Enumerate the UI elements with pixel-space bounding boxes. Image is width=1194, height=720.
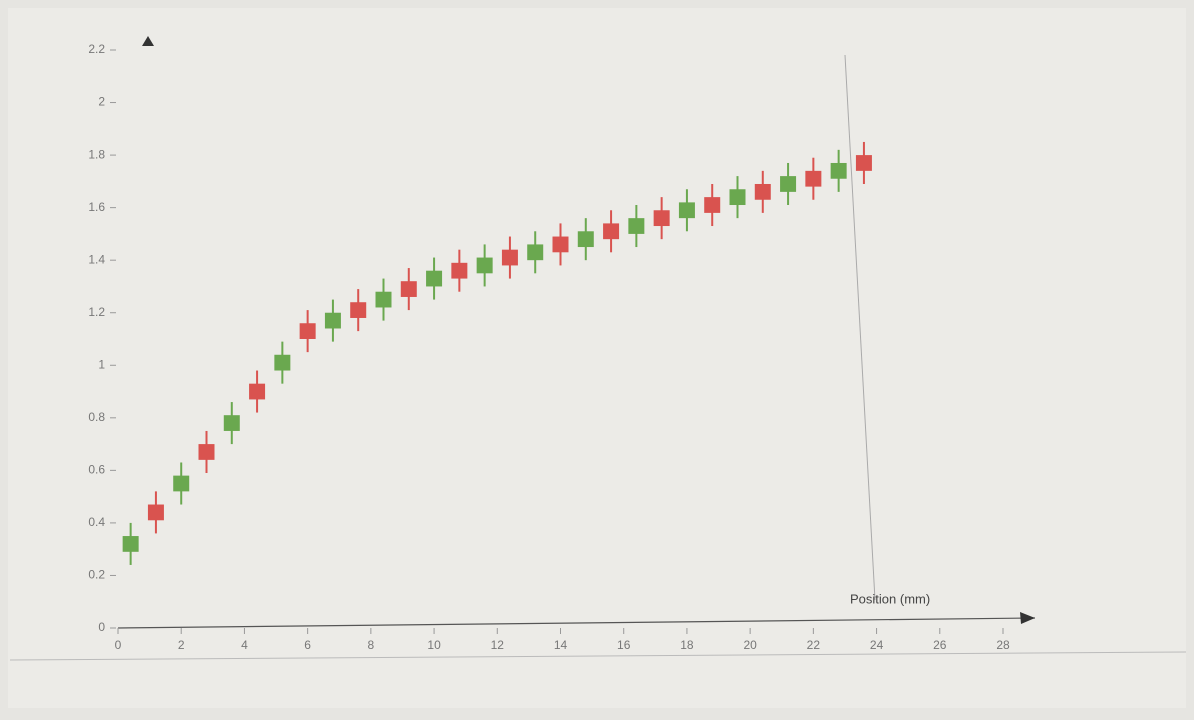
candle-body	[401, 281, 417, 297]
x-tick-label: 16	[617, 638, 631, 652]
y-tick-label: 1.8	[88, 147, 105, 161]
screen	[8, 8, 1186, 708]
y-tick-label: 0	[98, 620, 105, 634]
y-tick-label: 0.2	[88, 568, 105, 582]
candle-body	[679, 202, 695, 218]
candle-body	[325, 313, 341, 329]
y-tick-label: 1	[98, 357, 105, 371]
x-tick-label: 0	[115, 638, 122, 652]
x-tick-label: 26	[933, 638, 947, 652]
candle-body	[451, 263, 467, 279]
x-tick-label: 4	[241, 638, 248, 652]
candle-body	[780, 176, 796, 192]
x-tick-label: 10	[427, 638, 441, 652]
candle-body	[199, 444, 215, 460]
y-tick-label: 2.2	[88, 42, 105, 56]
x-tick-label: 18	[680, 638, 694, 652]
candle-body	[426, 271, 442, 287]
chart: Position (mm) 0 0.2 0.4 0.6 0.8 1 1.2 1.4 1.6 1.8…	[0, 0, 1194, 720]
y-tick-label: 0.8	[88, 410, 105, 424]
candle-body	[704, 197, 720, 213]
y-tick-label: 0.6	[88, 463, 105, 477]
candle-body	[805, 171, 821, 187]
candle-body	[831, 163, 847, 179]
x-tick-label: 28	[996, 638, 1010, 652]
x-tick-label: 24	[870, 638, 884, 652]
x-tick-label: 12	[491, 638, 505, 652]
candle-body	[553, 237, 569, 253]
candle-body	[527, 244, 543, 260]
candle-body	[755, 184, 771, 200]
candle-body	[730, 189, 746, 205]
y-tick-label: 0.4	[88, 515, 105, 529]
candle-body	[224, 415, 240, 431]
candle-body	[628, 218, 644, 234]
candle-body	[274, 355, 290, 371]
candle-body	[603, 223, 619, 239]
x-tick-label: 22	[807, 638, 821, 652]
x-tick-label: 14	[554, 638, 568, 652]
x-tick-label: 6	[304, 638, 311, 652]
candle-body	[578, 231, 594, 247]
candle-body	[856, 155, 872, 171]
candle-body	[654, 210, 670, 226]
candle-body	[376, 292, 392, 308]
y-tick-label: 1.6	[88, 200, 105, 214]
y-tick-label: 1.4	[88, 252, 105, 266]
candle-body	[502, 250, 518, 266]
candle-body	[123, 536, 139, 552]
y-tick-label: 2	[98, 95, 105, 109]
candle-body	[350, 302, 366, 318]
x-axis-label: Position (mm)	[850, 591, 930, 606]
candle-body	[300, 323, 316, 339]
candle-body	[148, 505, 164, 521]
candle-body	[173, 476, 189, 492]
x-tick-label: 20	[743, 638, 757, 652]
x-tick-label: 2	[178, 638, 185, 652]
y-tick-label: 1.2	[88, 305, 105, 319]
x-tick-label: 8	[368, 638, 375, 652]
candle-body	[477, 258, 493, 274]
candle-body	[249, 384, 265, 400]
